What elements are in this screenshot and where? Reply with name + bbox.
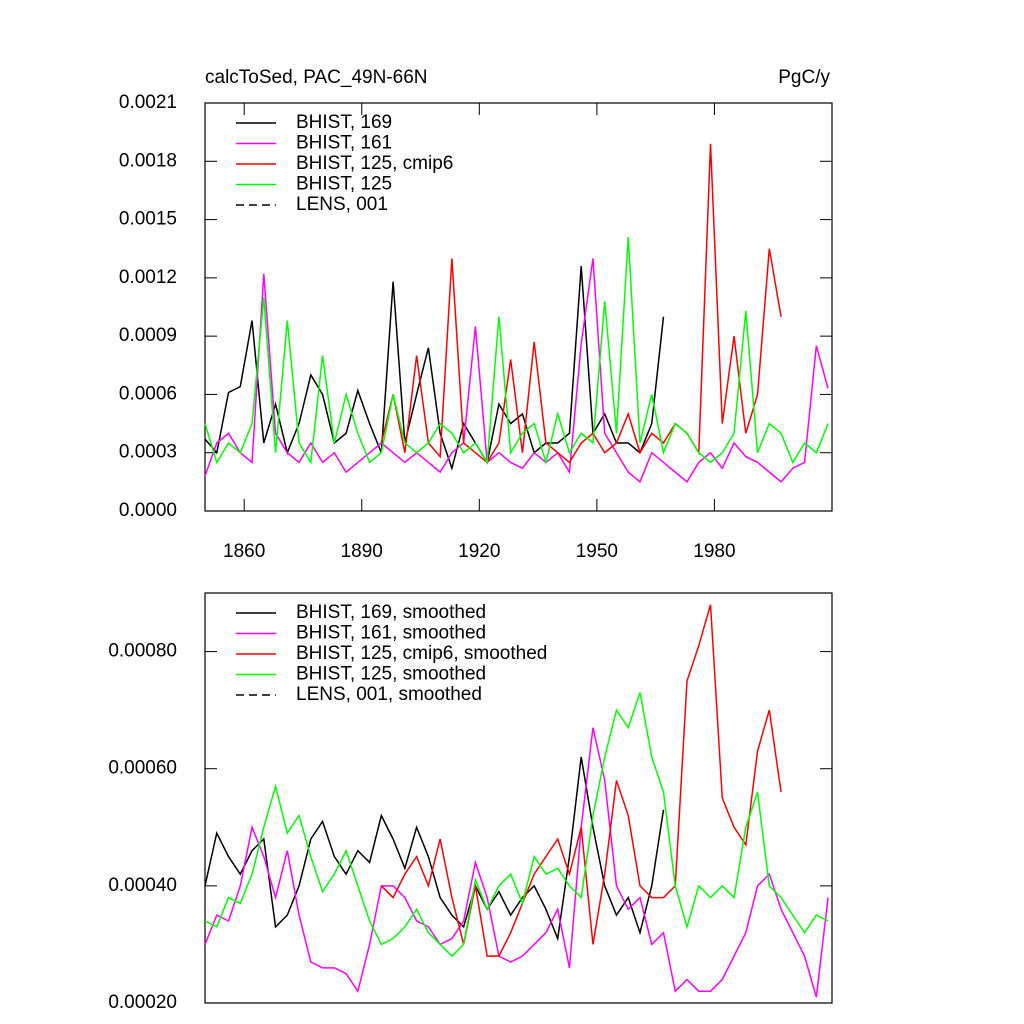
legend-label: BHIST, 125, cmip6, smoothed — [296, 643, 547, 664]
y-tick-label: 0.0003 — [119, 442, 177, 463]
x-tick-label: 1890 — [341, 541, 383, 562]
legend-label: BHIST, 125, cmip6 — [296, 153, 453, 174]
y-tick-label: 0.0006 — [119, 383, 177, 404]
y-tick-label: 0.0018 — [119, 150, 177, 171]
plot-frame — [204, 102, 833, 512]
x-tick-label: 1950 — [576, 541, 618, 562]
series-line — [204, 692, 829, 958]
legend-label: BHIST, 125, smoothed — [296, 664, 486, 685]
y-tick-label: 0.00060 — [108, 758, 177, 779]
legend-label: BHIST, 161 — [296, 133, 392, 154]
y-tick-label: 0.0009 — [119, 325, 177, 346]
plot-frame — [204, 592, 833, 1004]
y-tick-label: 0.0012 — [119, 267, 177, 288]
series-line — [380, 604, 782, 957]
x-tick-label: 1980 — [693, 541, 735, 562]
y-tick-label: 0.00040 — [108, 875, 177, 896]
series-line — [204, 237, 829, 466]
chart-title: calcToSed, PAC_49N-66N — [205, 67, 427, 88]
y-tick-label: 0.00020 — [108, 992, 177, 1013]
series-line — [204, 756, 665, 942]
legend-label: BHIST, 125 — [296, 174, 392, 195]
legend-label: LENS, 001 — [296, 194, 388, 215]
series-line — [204, 258, 829, 484]
units-label: PgC/y — [778, 67, 830, 88]
y-tick-label: 0.0021 — [119, 92, 177, 113]
y-tick-label: 0.0015 — [119, 209, 177, 230]
y-tick-label: 0.00080 — [108, 641, 177, 662]
y-tick-label: 0.0000 — [119, 500, 177, 521]
series-line — [204, 266, 665, 471]
legend-label: LENS, 001, smoothed — [296, 684, 482, 705]
x-tick-label: 1920 — [458, 541, 500, 562]
legend-label: BHIST, 169 — [296, 112, 392, 133]
x-tick-label: 1860 — [223, 541, 265, 562]
series-line — [204, 727, 829, 998]
legend-label: BHIST, 161, smoothed — [296, 623, 486, 644]
legend-label: BHIST, 169, smoothed — [296, 602, 486, 623]
series-line — [380, 143, 782, 464]
